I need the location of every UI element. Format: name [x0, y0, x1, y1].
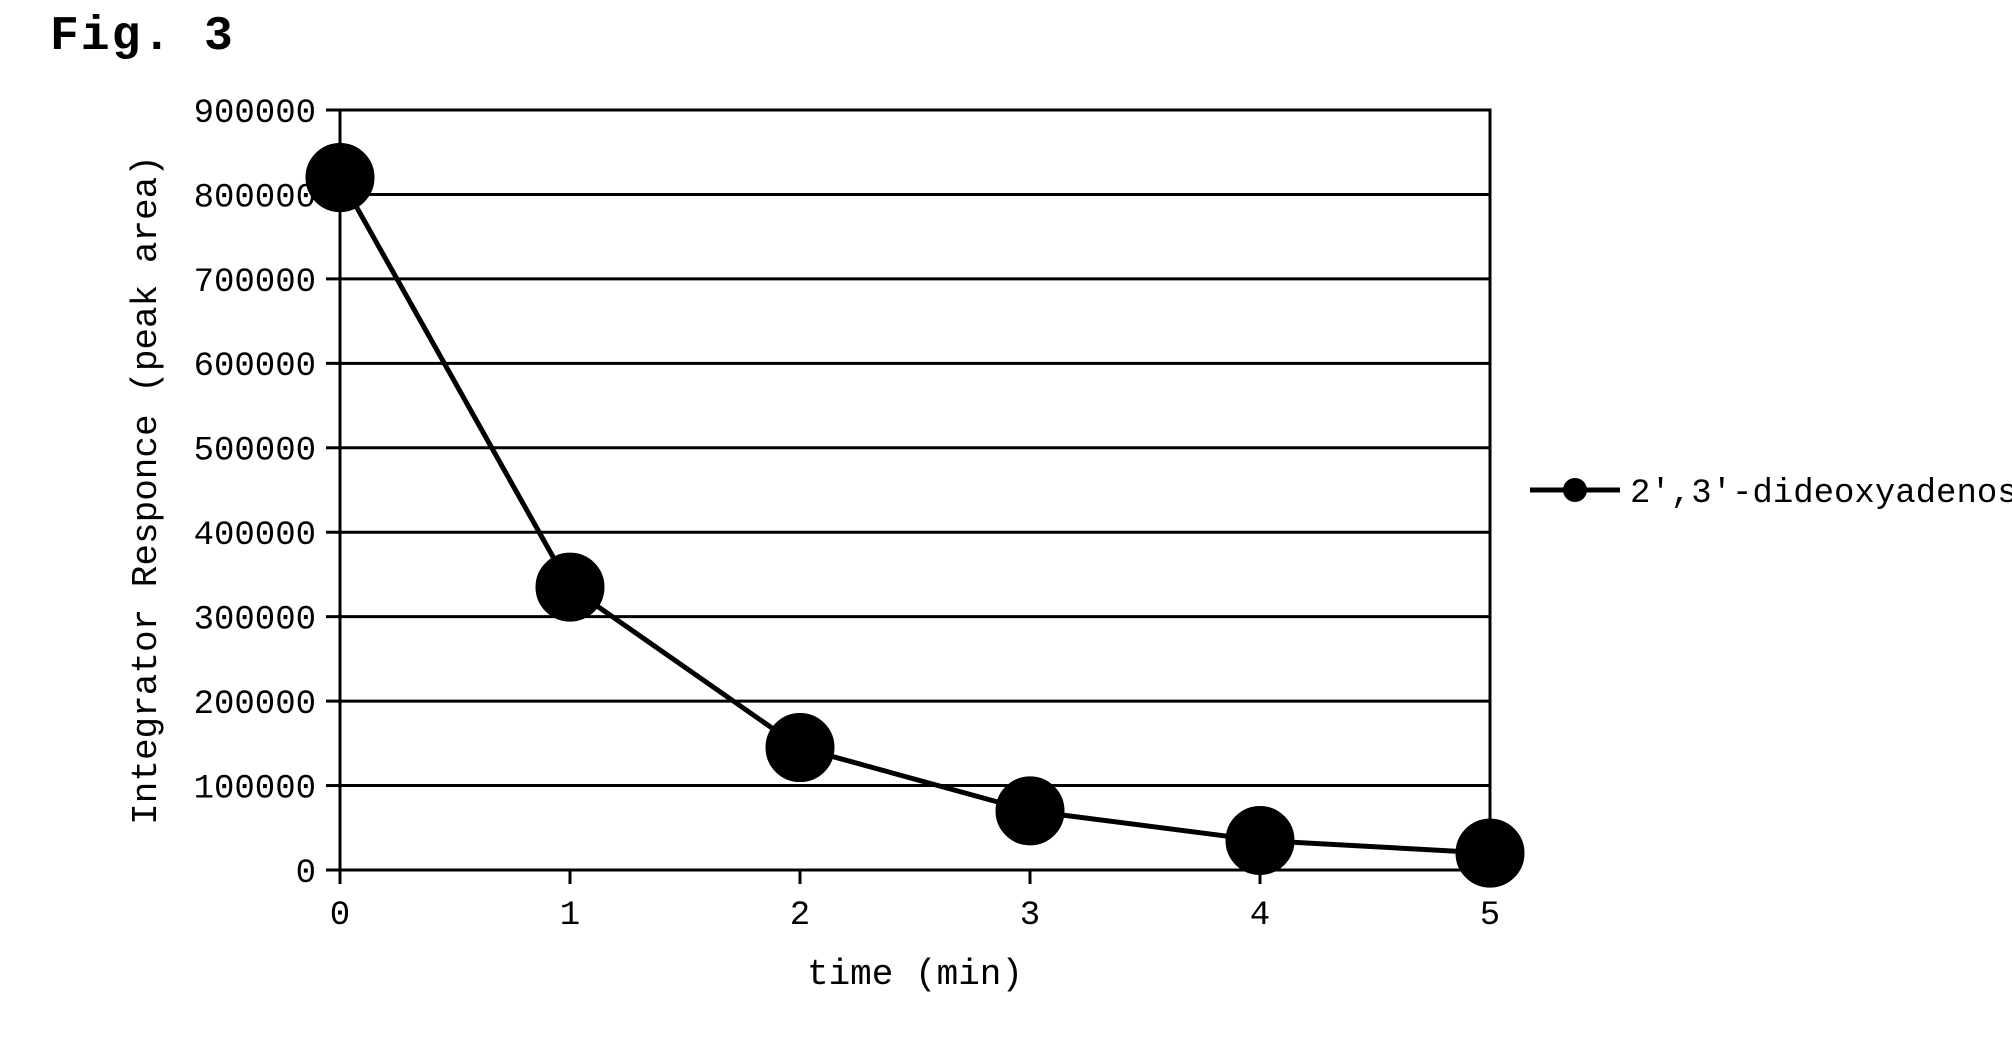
legend-marker	[1563, 478, 1587, 502]
x-tick-label: 4	[1250, 897, 1270, 935]
y-tick-label: 300000	[194, 602, 316, 640]
y-tick-label: 600000	[194, 348, 316, 386]
data-marker	[1226, 806, 1294, 874]
x-tick-label: 3	[1020, 897, 1040, 935]
data-marker	[536, 553, 604, 621]
y-tick-label: 200000	[194, 686, 316, 724]
x-tick-label: 1	[560, 897, 580, 935]
data-marker	[766, 714, 834, 782]
page-root: Fig. 3 012345010000020000030000040000050…	[0, 0, 2012, 1064]
data-marker	[996, 777, 1064, 845]
y-tick-label: 700000	[194, 264, 316, 302]
x-tick-label: 0	[330, 897, 350, 935]
y-tick-label: 800000	[194, 179, 316, 217]
plot-background	[340, 110, 1490, 870]
y-tick-label: 0	[296, 855, 316, 893]
data-marker	[306, 144, 374, 212]
y-tick-label: 900000	[194, 95, 316, 133]
x-axis-label: time (min)	[807, 954, 1023, 995]
x-tick-label: 5	[1480, 897, 1500, 935]
y-tick-label: 100000	[194, 770, 316, 808]
y-tick-label: 400000	[194, 517, 316, 555]
y-tick-label: 500000	[194, 433, 316, 471]
line-chart: 0 1 2 3 4 5 0 100000 200000 300000 400000 500000 600…	[0, 0, 2012, 1064]
legend-label: 2',3'-dideoxyadenosine	[1630, 475, 2012, 513]
x-tick-label: 2	[790, 897, 810, 935]
y-axis-label: Integrator Responce (peak area)	[126, 155, 167, 825]
data-marker	[1456, 819, 1524, 887]
